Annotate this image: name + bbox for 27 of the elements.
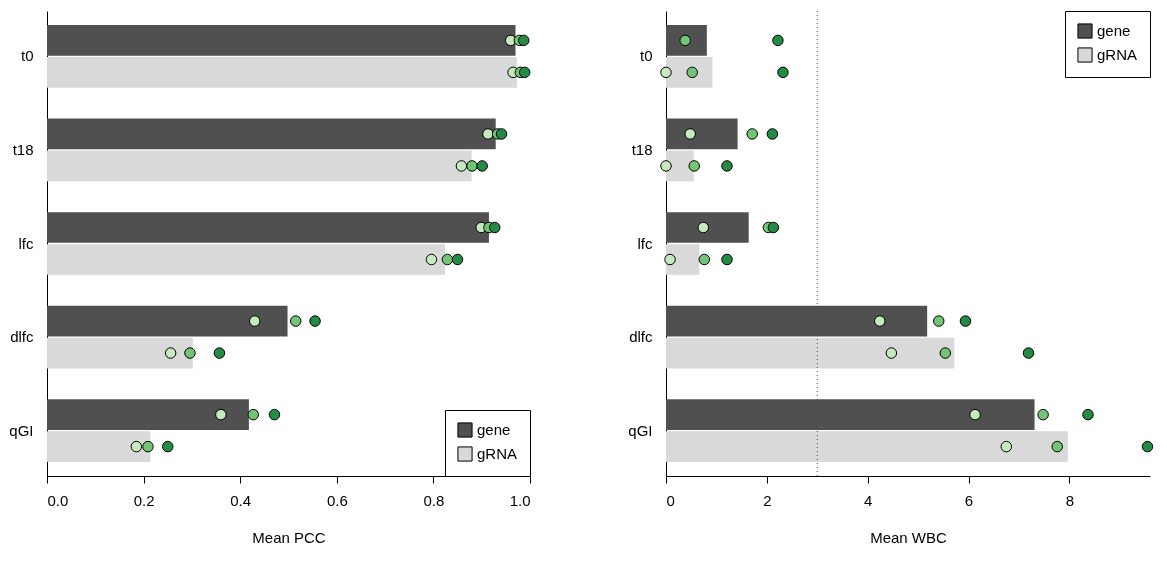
y-tick-label: dlfc (629, 328, 653, 346)
y-tick-label: dlfc (10, 328, 34, 346)
y-tick-label: t18 (12, 140, 34, 158)
x-tick-label: 0.8 (423, 491, 445, 509)
x-tick-label: 0.0 (47, 491, 69, 509)
x-tick-label: 0.6 (326, 491, 348, 509)
x-tick-label: 8 (1065, 491, 1075, 509)
y-tick-label: qGI (628, 421, 653, 439)
x-tick-label: 0.2 (133, 491, 155, 509)
x-tick-label: 0.4 (230, 491, 252, 509)
legend-label: gRNA (477, 445, 518, 462)
legend-label: gRNA (1097, 46, 1138, 63)
x-tick-label: 2 (763, 491, 772, 509)
y-tick-label: t0 (20, 47, 34, 65)
x-tick-label: 0 (666, 491, 675, 509)
y-tick-label: t0 (639, 47, 653, 65)
y-tick-label: lfc (637, 234, 653, 252)
y-tick-label: lfc (18, 234, 34, 252)
x-tick-label: 4 (863, 491, 873, 509)
x-tick-label: 6 (964, 491, 974, 509)
x-axis-title: Mean PCC (252, 528, 326, 546)
legend-label: gene (477, 421, 511, 438)
y-tick-label: t18 (631, 140, 653, 158)
x-axis-title: Mean WBC (870, 528, 948, 546)
x-tick-label: 1.0 (509, 491, 531, 509)
y-tick-label: qGI (9, 421, 34, 439)
legend-label: gene (1097, 22, 1131, 39)
